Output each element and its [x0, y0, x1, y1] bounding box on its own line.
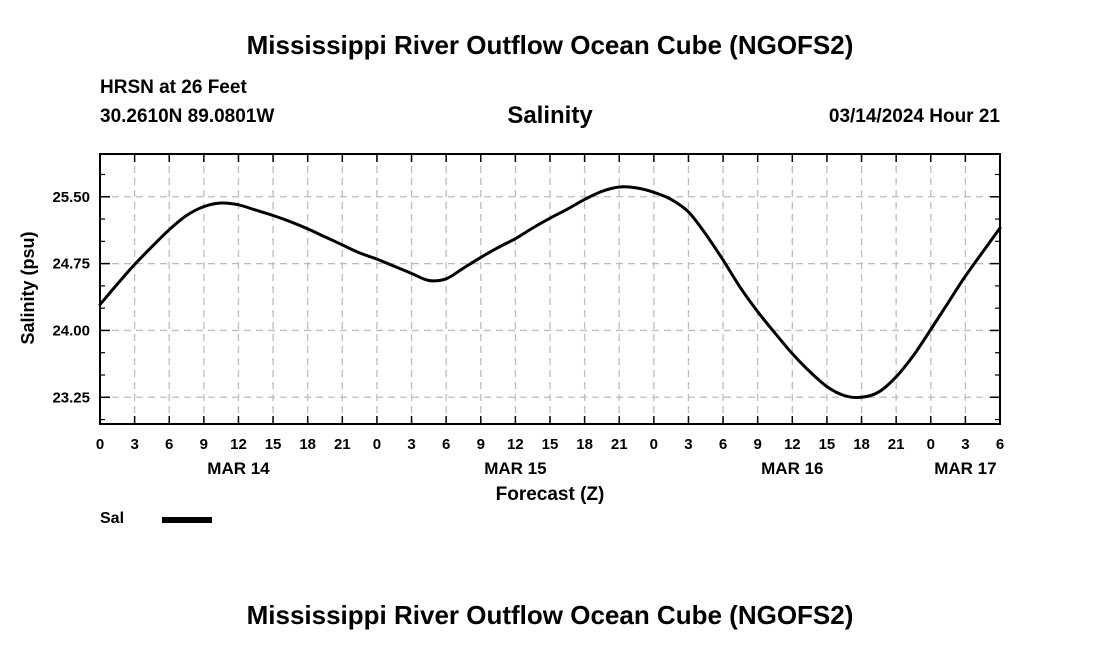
- chart-title: Salinity: [507, 102, 593, 129]
- x-tick-label: 21: [334, 436, 351, 453]
- legend-label: Sal: [100, 510, 125, 527]
- y-tick-label: 25.50: [52, 189, 90, 206]
- x-tick-label: 6: [996, 436, 1004, 453]
- x-axis-label: Forecast (Z): [496, 484, 605, 505]
- page-title: Mississippi River Outflow Ocean Cube (NG…: [246, 30, 854, 60]
- x-tick-label: 12: [507, 436, 524, 453]
- grid: [100, 154, 1000, 424]
- x-tick-label: 9: [200, 436, 208, 453]
- x-tick-label: 6: [719, 436, 727, 453]
- x-tick-label: 0: [96, 436, 104, 453]
- y-tick-label: 24.75: [52, 256, 90, 273]
- series-layer: [98, 185, 1002, 400]
- x-tick-label: 0: [927, 436, 935, 453]
- x-tick-label: 6: [165, 436, 173, 453]
- y-tick-label: 23.25: [52, 389, 90, 406]
- x-day-label: MAR 17: [934, 459, 996, 478]
- x-tick-label: 18: [576, 436, 593, 453]
- x-tick-label: 3: [407, 436, 415, 453]
- x-day-label: MAR 15: [484, 459, 546, 478]
- x-tick-label: 18: [853, 436, 870, 453]
- x-day-label: MAR 14: [207, 459, 270, 478]
- x-tick-label: 15: [542, 436, 559, 453]
- series-line-sal: [98, 185, 1002, 400]
- legend-swatch: [162, 517, 212, 523]
- x-tick-label: 3: [130, 436, 138, 453]
- x-tick-label: 21: [611, 436, 628, 453]
- x-tick-label: 12: [230, 436, 247, 453]
- x-tick-label: 0: [650, 436, 658, 453]
- axis-ticks: 0 3 6 9 12 15 18 21 0 3 6 9 12 15 18 21 0 3 6 9 12 15 18 21 0 3 6M…: [52, 154, 1004, 478]
- x-day-label: MAR 16: [761, 459, 823, 478]
- x-tick-label: 3: [961, 436, 969, 453]
- x-tick-label: 15: [819, 436, 836, 453]
- x-tick-label: 9: [477, 436, 485, 453]
- x-tick-label: 15: [265, 436, 282, 453]
- x-tick-label: 0: [373, 436, 381, 453]
- x-tick-label: 18: [299, 436, 316, 453]
- x-tick-label: 21: [888, 436, 905, 453]
- footer-title: Mississippi River Outflow Ocean Cube (NG…: [246, 600, 854, 630]
- x-tick-label: 6: [442, 436, 450, 453]
- x-tick-label: 12: [784, 436, 801, 453]
- x-tick-label: 3: [684, 436, 692, 453]
- station-coordinates: 30.2610N 89.0801W: [100, 106, 275, 127]
- forecast-timestamp: 03/14/2024 Hour 21: [828, 106, 1000, 127]
- y-axis-label: Salinity (psu): [18, 231, 38, 344]
- y-tick-label: 24.00: [52, 322, 90, 339]
- x-tick-label: 9: [754, 436, 762, 453]
- station-name: HRSN at 26 Feet: [100, 77, 247, 98]
